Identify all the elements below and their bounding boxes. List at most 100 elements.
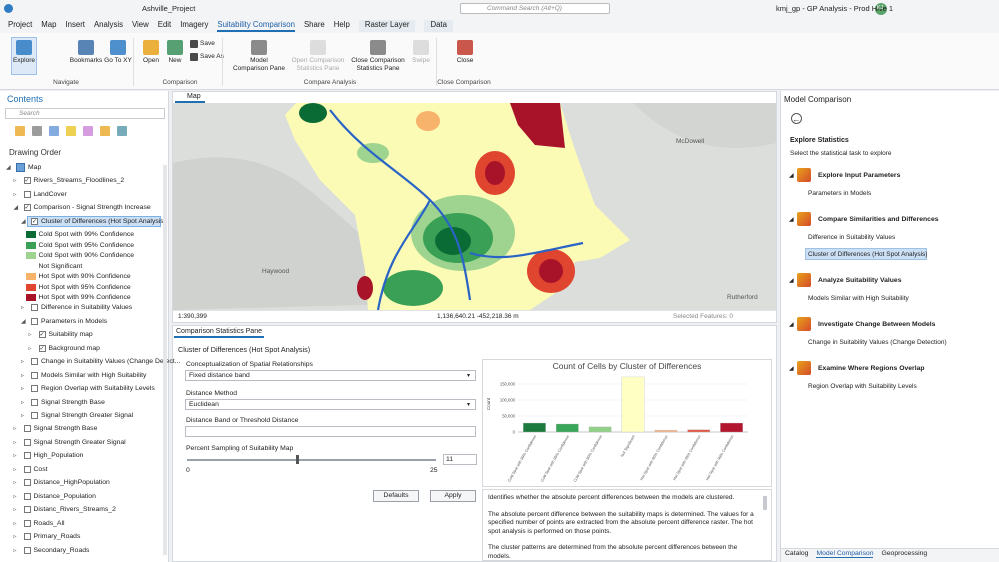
section-title[interactable]: Compare Similarities and Differences [818, 216, 939, 223]
task-link[interactable]: Change in Suitability Values (Change Det… [808, 339, 947, 346]
checkbox[interactable]: ✓ [23, 204, 31, 212]
expander[interactable]: ▹ [21, 305, 25, 312]
expander[interactable]: ▹ [13, 480, 17, 487]
layer-name[interactable]: High_Population [33, 452, 84, 460]
menu-tab[interactable]: View [132, 20, 149, 29]
user-avatar[interactable] [875, 3, 887, 15]
layer-name[interactable]: Distanc_Rivers_Streams_2 [33, 506, 116, 514]
expander[interactable]: ▹ [13, 439, 17, 446]
expander[interactable]: ▹ [21, 413, 25, 419]
search-box[interactable] [5, 108, 165, 119]
checkbox[interactable] [23, 492, 31, 500]
button[interactable] [430, 490, 476, 502]
checkbox[interactable] [23, 425, 31, 433]
menu-tab[interactable]: Analysis [93, 20, 123, 29]
checkbox[interactable] [31, 412, 38, 419]
contents-tool[interactable] [32, 126, 42, 136]
checkbox[interactable] [23, 452, 31, 460]
contents-tool[interactable] [117, 126, 127, 136]
menu-tab[interactable]: Share [303, 20, 325, 29]
layer-name[interactable]: Suitability map [48, 331, 93, 339]
checkbox[interactable] [31, 304, 38, 312]
expander[interactable]: ▹ [13, 507, 17, 514]
checkbox[interactable] [31, 317, 38, 325]
expander[interactable]: ▹ [21, 372, 25, 379]
layer-name[interactable]: Signal Strength Greater Signal [41, 412, 134, 419]
expander[interactable]: ▹ [13, 453, 17, 460]
ribbon-button[interactable]: Model Comparison Pane [232, 57, 286, 72]
layer-name[interactable]: Signal Strength Base [41, 398, 105, 406]
search-box[interactable] [460, 3, 610, 14]
expander[interactable]: ▹ [21, 399, 25, 406]
expander[interactable]: ▹ [28, 345, 32, 352]
task-link[interactable]: Region Overlap with Suitability Levels [808, 383, 917, 390]
ribbon-button[interactable]: Bookmarks [69, 57, 103, 64]
project-name[interactable]: Ashville_Project [142, 4, 196, 13]
expander[interactable]: ▹ [21, 386, 25, 393]
checkbox[interactable] [31, 358, 38, 366]
checkbox[interactable] [31, 385, 38, 393]
dropdown[interactable] [185, 399, 476, 410]
menu-tab[interactable]: Data [424, 20, 453, 32]
checkbox[interactable] [23, 438, 31, 446]
menu-tab[interactable]: Imagery [180, 20, 209, 29]
section-title[interactable]: Investigate Change Between Models [818, 321, 936, 328]
checkbox[interactable] [23, 190, 31, 198]
layer-name[interactable]: Comparison - Signal Strength Increase [33, 204, 151, 212]
button[interactable] [373, 490, 419, 502]
bottom-tab[interactable]: Catalog [785, 550, 809, 557]
bottom-tab[interactable]: Geoprocessing [881, 550, 928, 557]
checkbox[interactable] [23, 479, 31, 487]
checkbox[interactable]: ✓ [23, 177, 31, 185]
ribbon-button[interactable]: Save [200, 40, 215, 47]
layer-name[interactable]: Distance_Population [33, 492, 96, 500]
expander[interactable]: ▹ [13, 534, 17, 541]
expander[interactable]: ◢ [21, 218, 26, 225]
menu-tab[interactable]: Suitability Comparison [217, 20, 295, 32]
checkbox[interactable] [23, 519, 31, 527]
map-canvas[interactable] [173, 103, 776, 310]
expander[interactable]: ◢ [13, 205, 19, 212]
task-link[interactable]: Cluster of Differences (Hot Spot Analysi… [808, 251, 928, 258]
layer-name[interactable]: Signal Strength Greater Signal [33, 438, 126, 446]
layer-name[interactable]: LandCover [33, 190, 67, 198]
ribbon-button[interactable]: Close Comparison Statistics Pane [351, 57, 405, 72]
dropdown[interactable] [185, 370, 476, 381]
task-link[interactable]: Models Similar with High Suitability [808, 295, 909, 302]
contents-tool[interactable] [83, 126, 93, 136]
section-title[interactable]: Analyze Suitability Values [818, 277, 902, 284]
layer-name[interactable]: Rivers_Streams_Floodlines_2 [33, 177, 125, 185]
checkbox[interactable] [23, 506, 31, 514]
menu-tab[interactable]: Help [333, 20, 350, 29]
expander[interactable]: ▹ [13, 520, 17, 527]
expander[interactable]: ◢ [6, 165, 11, 171]
contents-tool[interactable] [49, 126, 59, 136]
checkbox[interactable] [23, 465, 31, 473]
contents-tool[interactable] [66, 126, 76, 136]
ribbon-button[interactable]: Explore [12, 57, 36, 64]
bottom-tab[interactable]: Model Comparison [816, 550, 874, 558]
layer-name[interactable]: Distance_HighPopulation [33, 479, 110, 487]
expander[interactable]: ▹ [13, 466, 17, 473]
task-link[interactable]: Difference in Suitability Values [808, 234, 896, 241]
contents-tool[interactable] [15, 126, 25, 136]
menu-tab[interactable]: Map [41, 20, 57, 29]
checkbox[interactable]: ✓ [38, 331, 46, 339]
map-scale[interactable]: 1:390,399 [178, 313, 207, 320]
menu-tab[interactable]: Insert [65, 20, 85, 29]
expander[interactable]: ▹ [13, 178, 17, 185]
ribbon-button[interactable]: Save As [200, 53, 224, 60]
ribbon-button[interactable]: Close [456, 57, 474, 64]
layer-name[interactable]: Parameters in Models [41, 317, 108, 325]
expander[interactable]: ◢ [21, 318, 26, 325]
expander[interactable]: ▹ [21, 359, 25, 366]
layer-name[interactable]: Map [28, 164, 42, 171]
checkbox[interactable] [31, 371, 38, 379]
ribbon-button[interactable]: Open [143, 57, 159, 64]
layer-name[interactable]: Region Overlap with Suitability Levels [41, 385, 155, 393]
layer-name[interactable]: Models Similar with High Suitability [41, 371, 147, 379]
slider-thumb[interactable] [295, 455, 299, 464]
checkbox[interactable] [31, 398, 38, 406]
checkbox[interactable] [23, 533, 31, 541]
section-title[interactable]: Examine Where Regions Overlap [818, 365, 925, 372]
